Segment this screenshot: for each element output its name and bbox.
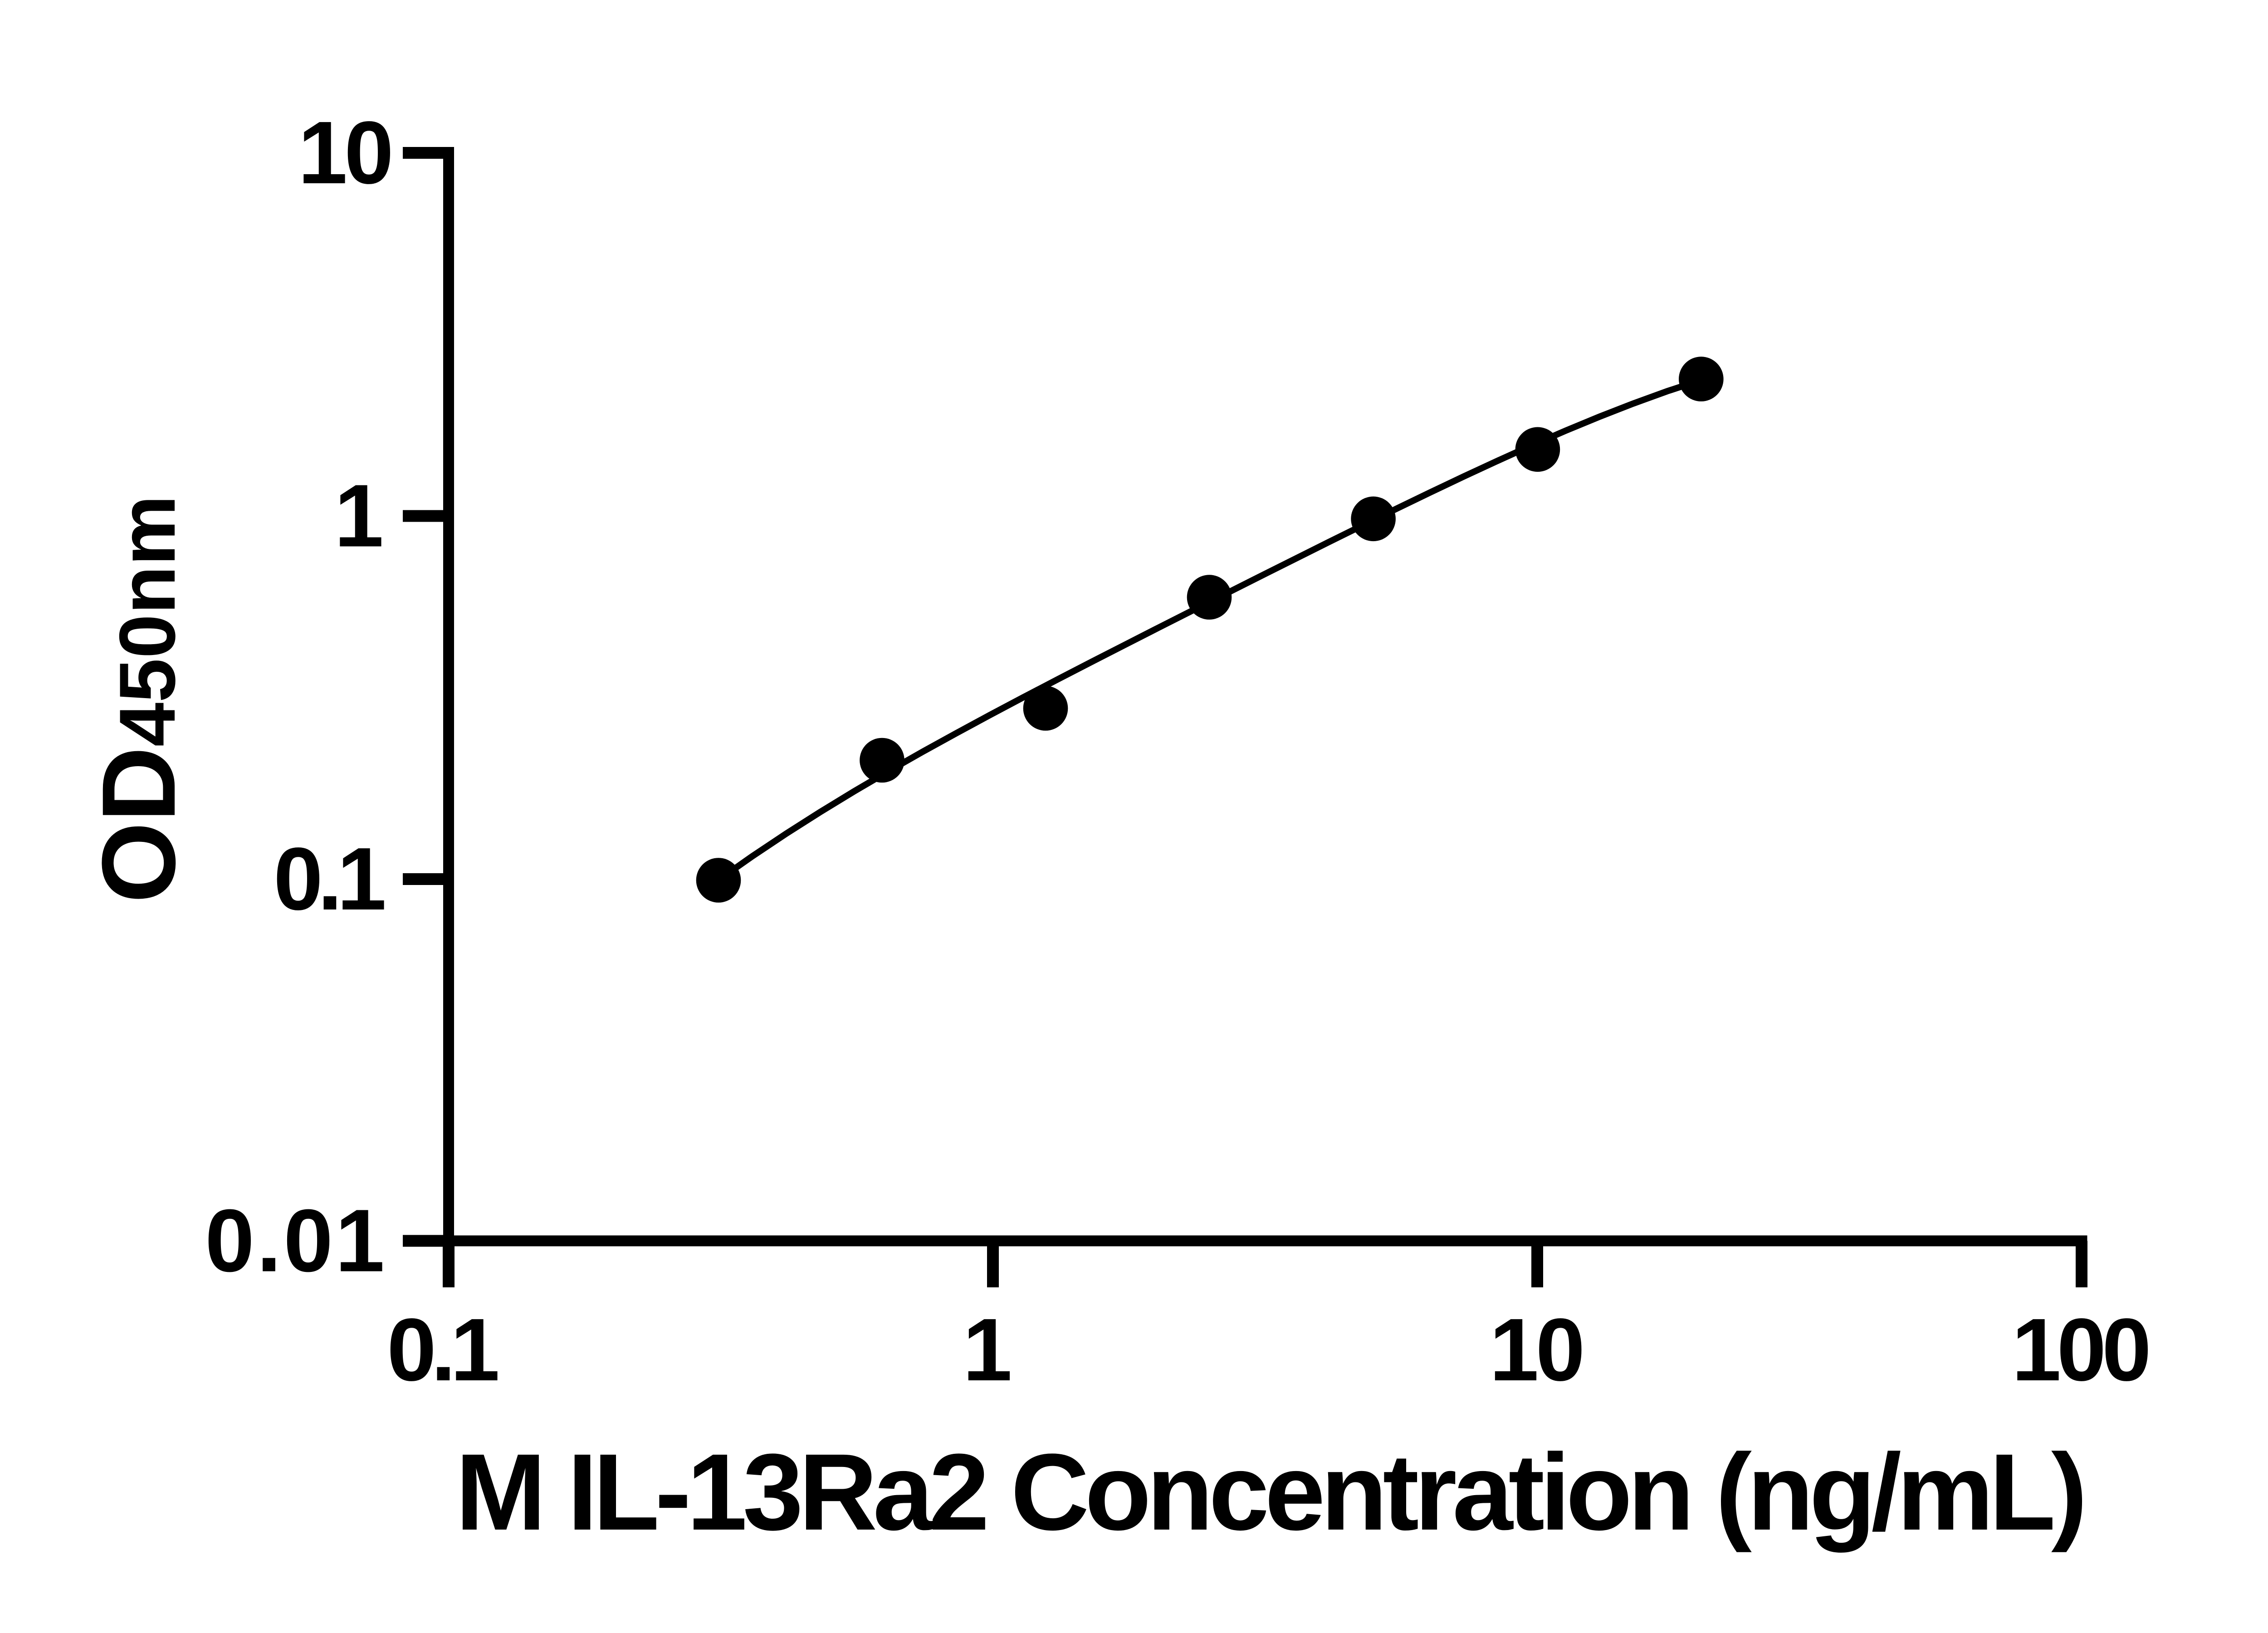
svg-text:10: 10 (1490, 1300, 1585, 1399)
svg-text:0.01: 0.01 (205, 1191, 385, 1291)
svg-text:1: 1 (963, 1300, 1012, 1399)
svg-text:10: 10 (298, 103, 394, 202)
svg-text:100: 100 (2012, 1300, 2151, 1399)
svg-text:0.1: 0.1 (387, 1300, 500, 1399)
svg-text:1: 1 (334, 466, 384, 566)
svg-text:0.1: 0.1 (274, 829, 386, 929)
svg-text:M IL-13Ra2 Concentration (ng/m: M IL-13Ra2 Concentration (ng/mL) (455, 1431, 2087, 1553)
